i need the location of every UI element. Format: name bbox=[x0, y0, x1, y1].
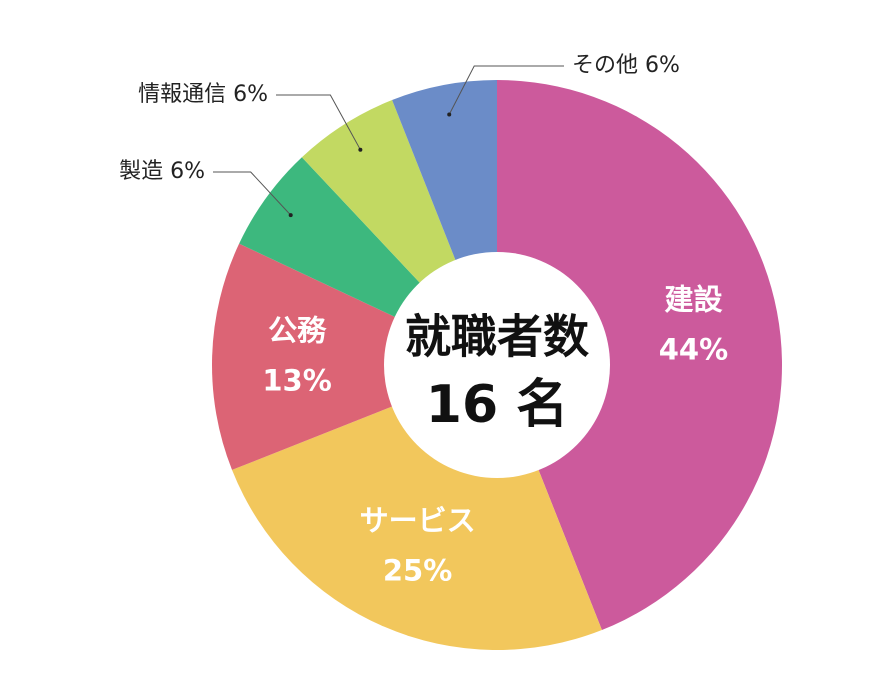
center-value: 16 名 bbox=[426, 375, 568, 435]
leader-line bbox=[213, 171, 292, 216]
category-label: 公務 bbox=[268, 314, 327, 348]
slice-label: その他 6% bbox=[572, 53, 680, 78]
leader-dot bbox=[288, 213, 293, 218]
value-label: 6% bbox=[233, 82, 268, 107]
slice-label: 情報通信 6% bbox=[138, 82, 268, 107]
category-label: 製造 bbox=[119, 159, 163, 184]
leader-dot bbox=[358, 147, 363, 152]
category-label: 建設 bbox=[664, 283, 723, 317]
category-label: その他 bbox=[572, 53, 638, 78]
leader-line bbox=[276, 94, 361, 150]
value-label: 6% bbox=[170, 159, 205, 184]
category-label: 情報通信 bbox=[138, 82, 226, 107]
slice-label: 製造 6% bbox=[119, 159, 205, 184]
leader-line bbox=[448, 65, 564, 115]
category-label: サービス bbox=[360, 504, 476, 538]
slice bbox=[212, 243, 497, 470]
leader-dot bbox=[447, 112, 452, 117]
value-label: 13% bbox=[262, 364, 331, 398]
value-label: 44% bbox=[659, 333, 728, 367]
value-label: 25% bbox=[383, 554, 452, 588]
value-label: 6% bbox=[645, 53, 680, 78]
donut-hole bbox=[384, 252, 610, 478]
center-title: 就職者数 bbox=[405, 310, 589, 364]
slice bbox=[497, 80, 783, 630]
